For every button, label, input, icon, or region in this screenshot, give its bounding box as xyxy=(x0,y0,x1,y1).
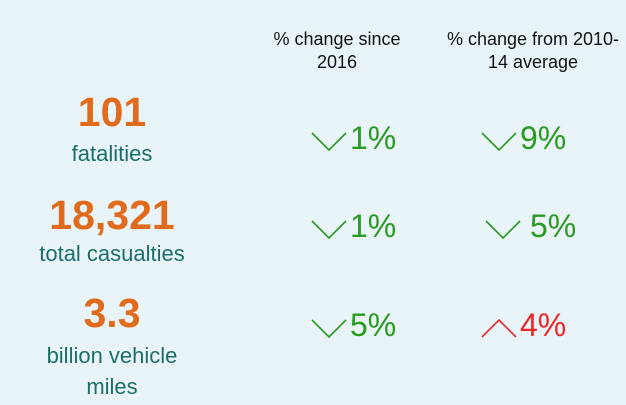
column-header: % change since 2016 xyxy=(273,29,401,72)
change-value: 1% xyxy=(350,120,397,156)
change-value: 5% xyxy=(530,208,577,244)
change-value: 4% xyxy=(520,307,567,343)
stat-label: fatalities xyxy=(71,141,153,166)
down-arrow xyxy=(311,220,347,240)
column-header: % change from 2010-14 average xyxy=(446,29,620,72)
stat-value: 18,321 xyxy=(49,192,175,238)
change-value: 1% xyxy=(350,208,397,244)
stat-label: total casualties xyxy=(39,241,185,266)
stat-value: 101 xyxy=(77,89,147,135)
change-value: 9% xyxy=(520,120,567,156)
change-value: 5% xyxy=(350,307,397,343)
down-arrow xyxy=(485,220,521,240)
down-arrow xyxy=(481,132,517,152)
down-arrow xyxy=(311,319,347,339)
up-arrow xyxy=(481,318,517,338)
down-arrow xyxy=(311,132,347,152)
stat-value: 3.3 xyxy=(83,290,141,336)
stat-label: billion vehicle miles xyxy=(46,343,178,399)
